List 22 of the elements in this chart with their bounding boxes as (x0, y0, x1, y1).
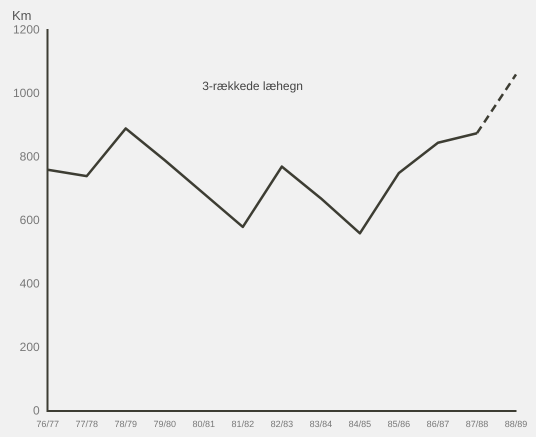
y-tick-label: 1200 (12, 22, 40, 36)
x-tick-label: 81/82 (232, 419, 254, 430)
annotation: 3-rækkede læhegn (202, 79, 303, 93)
x-tick-label: 88/89 (504, 419, 528, 430)
y-tick-label: 400 (20, 276, 40, 290)
y-tick-label: 1000 (12, 86, 40, 100)
y-axis-title: Km (12, 8, 32, 23)
x-tick-label: 87/88 (466, 419, 488, 430)
x-tick-label: 79/80 (154, 419, 176, 430)
x-tick-label: 84/85 (348, 419, 372, 430)
x-tick-label: 77/78 (75, 419, 98, 430)
x-tick-label: 80/81 (192, 419, 216, 430)
x-tick-label: 78/79 (114, 419, 138, 430)
x-tick-label: 86/87 (426, 419, 450, 430)
y-tick-label: 0 (33, 404, 40, 418)
x-tick-label: 85/86 (388, 419, 410, 430)
y-tick-label: 800 (20, 149, 40, 164)
x-tick-label: 82/83 (270, 419, 294, 430)
x-tick-label: 83/84 (310, 419, 332, 430)
y-tick-label: 600 (20, 212, 40, 227)
y-tick-label: 200 (20, 340, 40, 354)
x-tick-label: 76/77 (36, 419, 59, 430)
